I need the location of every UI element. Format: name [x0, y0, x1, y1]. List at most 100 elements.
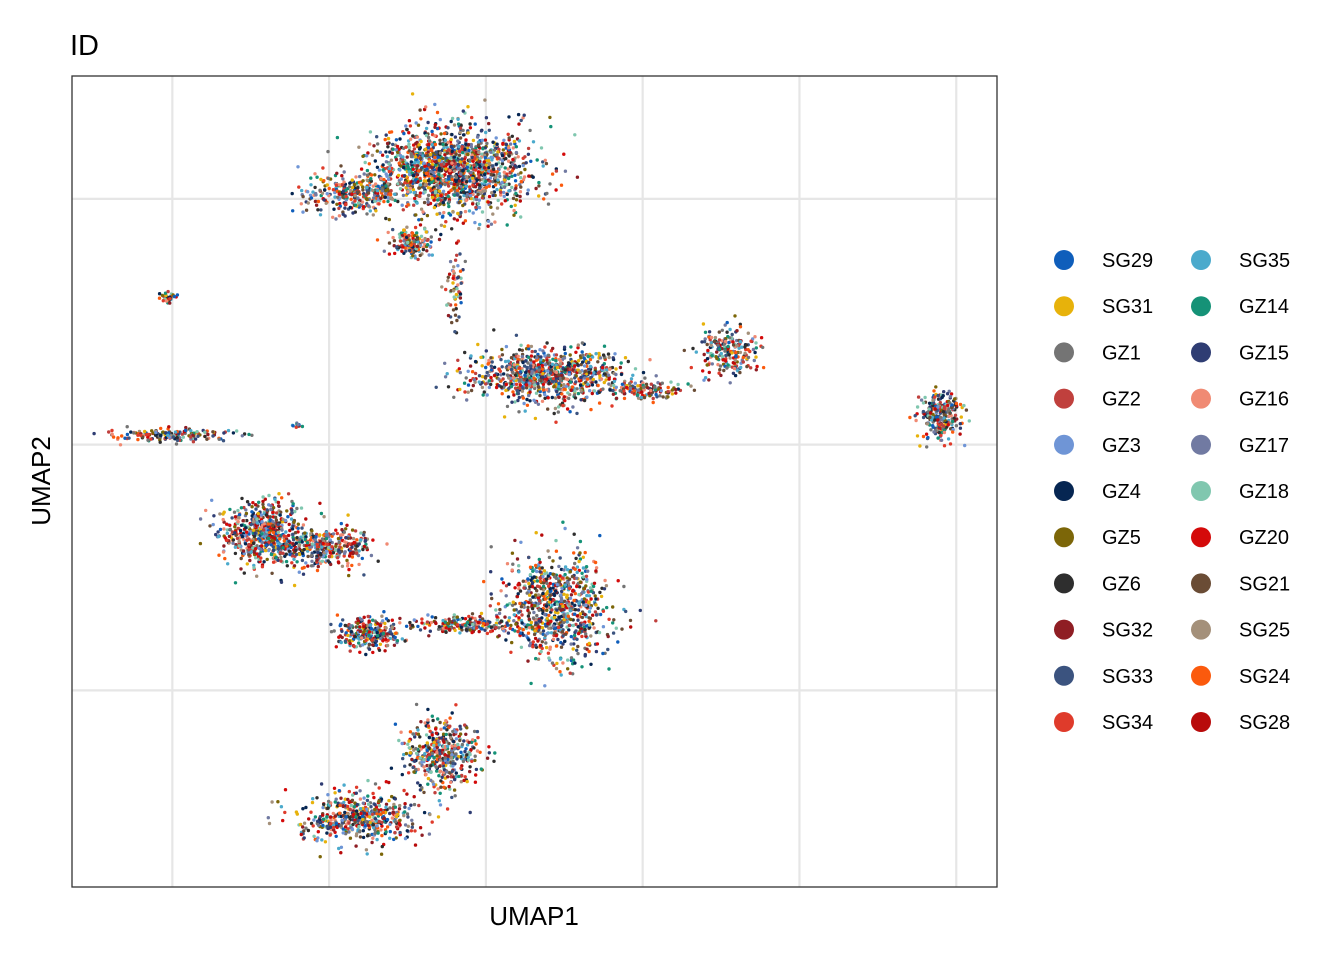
cell-point [247, 537, 251, 541]
cell-point [412, 233, 417, 238]
cell-point [718, 347, 722, 351]
cell-point [365, 173, 370, 177]
cell-point [465, 180, 469, 184]
cell-point [476, 342, 480, 347]
cell-point [563, 368, 568, 372]
cell-point [507, 189, 511, 193]
cell-point [424, 230, 428, 234]
cell-point [506, 359, 511, 363]
cell-point [579, 375, 583, 380]
cell-point [428, 244, 432, 249]
cell-point [538, 579, 542, 584]
cell-point [240, 434, 244, 438]
cell-point [314, 203, 319, 207]
cell-point [231, 431, 236, 435]
cell-point [511, 157, 515, 162]
cell-point [451, 308, 456, 312]
cell-point [376, 184, 380, 188]
cell-point [471, 176, 475, 180]
cell-point [372, 144, 376, 148]
cell-point [346, 561, 350, 565]
cell-point [379, 176, 383, 181]
cell-point [290, 527, 295, 531]
cell-point [913, 414, 917, 418]
cell-point [418, 253, 422, 258]
cell-point [517, 410, 521, 414]
cell-point [493, 179, 497, 183]
cell-point [270, 571, 274, 575]
cell-point [482, 166, 487, 170]
cell-point [175, 293, 180, 297]
cell-point [239, 506, 244, 510]
cell-point [457, 179, 462, 183]
cell-point [513, 173, 517, 177]
cell-point [434, 163, 438, 167]
cell-point [651, 400, 655, 405]
cell-point [337, 540, 341, 545]
cell-point [573, 396, 578, 400]
cell-point [482, 390, 486, 394]
cell-point [393, 251, 397, 256]
cell-point [261, 505, 266, 510]
cell-point [407, 233, 411, 238]
cell-point [507, 136, 511, 140]
cell-point [455, 287, 459, 291]
cell-point [228, 507, 232, 512]
cell-point [448, 165, 452, 169]
cell-point [394, 138, 399, 142]
cell-point [455, 253, 459, 257]
cell-point [459, 172, 463, 176]
cell-point [445, 303, 449, 307]
cell-point [644, 382, 649, 386]
cell-point [528, 358, 533, 362]
cell-point [118, 443, 123, 447]
cell-point [436, 177, 440, 181]
cell-point [554, 549, 559, 553]
cell-point [271, 523, 275, 528]
cell-point [416, 257, 420, 262]
cell-point [253, 556, 258, 560]
cell-point [262, 560, 266, 564]
cell-point [368, 142, 372, 146]
cell-point [364, 193, 368, 197]
cell-point [446, 174, 451, 179]
cell-point [359, 531, 363, 535]
cell-point [255, 521, 260, 525]
cell-point [754, 355, 758, 359]
cell-point [745, 364, 749, 369]
cell-point [487, 358, 491, 363]
cell-point [267, 536, 271, 540]
cell-point [303, 531, 307, 535]
cell-point [915, 434, 920, 438]
cell-point [495, 206, 500, 210]
cell-point [468, 189, 472, 194]
cell-point [217, 437, 221, 441]
cell-point [435, 126, 440, 131]
cell-point [411, 188, 416, 192]
cell-point [633, 381, 637, 385]
cell-point [92, 431, 96, 436]
cell-point [429, 180, 434, 185]
cell-point [936, 405, 940, 409]
cell-point [686, 382, 690, 386]
cell-point [582, 398, 587, 403]
cell-point [352, 540, 356, 545]
cell-point [290, 561, 294, 565]
cell-point [324, 201, 328, 205]
cell-point [309, 532, 313, 536]
cell-point [590, 391, 594, 396]
cell-point [447, 200, 451, 204]
cell-point [601, 387, 605, 391]
cell-point [387, 217, 391, 222]
cell-point [489, 150, 493, 154]
cell-point [437, 168, 441, 172]
cell-point [950, 403, 954, 407]
cell-point [460, 157, 464, 161]
cell-point [748, 349, 752, 354]
cell-point [292, 564, 297, 568]
cell-point [360, 200, 365, 204]
cell-point [259, 544, 264, 548]
cell-point [437, 237, 442, 242]
cell-point [485, 393, 489, 397]
cell-point [611, 388, 615, 393]
